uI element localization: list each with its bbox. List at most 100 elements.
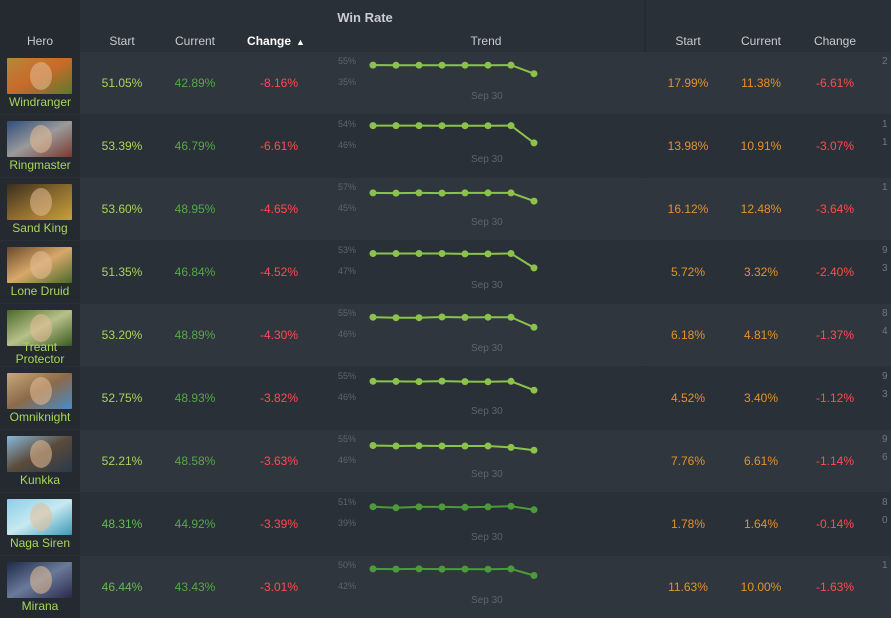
trend-point (369, 377, 377, 385)
treant-protector-portrait-icon[interactable] (7, 310, 72, 346)
hero-cell[interactable]: Lone Druid (0, 241, 80, 303)
trend-sparkline[interactable] (365, 115, 545, 155)
hero-cell[interactable]: Omniknight (0, 367, 80, 429)
trend-point (530, 70, 538, 78)
truncated-value-top: 9 (882, 371, 888, 382)
trend-sparkline[interactable] (365, 304, 545, 344)
trend-min-label: 46% (338, 329, 357, 339)
trend-point (484, 189, 492, 197)
table-row[interactable]: Treant Protector 53.20% 48.89% -4.30% 6.18% 4… (0, 304, 891, 366)
omniknight-portrait-icon[interactable] (7, 373, 72, 409)
pick-rate-change: -1.37% (815, 328, 855, 342)
trend-point (392, 122, 400, 130)
trend-max-label: 57% (338, 182, 357, 192)
trend-point (369, 442, 377, 449)
hero-name[interactable]: Naga Siren (9, 536, 71, 550)
trend-point (484, 503, 492, 511)
trend-date-label: Sep 30 (471, 595, 503, 606)
col-header-change-2[interactable]: Change (813, 34, 857, 48)
hero-name[interactable]: Sand King (12, 221, 68, 235)
trend-max-label: 55% (338, 371, 357, 381)
win-rate-change: -3.63% (259, 454, 299, 468)
trend-sparkline[interactable] (365, 430, 545, 470)
trend-point (392, 377, 400, 385)
hero-name[interactable]: Windranger (8, 95, 72, 109)
hero-name[interactable]: Omniknight (9, 410, 71, 424)
trend-point (461, 189, 469, 197)
pick-rate-start: 5.72% (670, 265, 706, 279)
trend-line (372, 64, 535, 75)
win-rate-current: 43.43% (174, 580, 216, 594)
pick-rate-change: -2.40% (815, 265, 855, 279)
win-rate-change: -3.39% (259, 517, 299, 531)
hero-cell[interactable]: Treant Protector (0, 304, 80, 366)
col-header-start-2[interactable]: Start (675, 34, 701, 48)
col-header-hero[interactable]: Hero (26, 34, 53, 48)
trend-point (438, 61, 446, 69)
trend-sparkline[interactable] (365, 493, 545, 533)
table-row[interactable]: Windranger 51.05% 42.89% -8.16% 17.99% 11.38%… (0, 52, 891, 114)
truncated-value-top: 1 (882, 182, 888, 193)
win-rate-current: 44.92% (174, 517, 216, 531)
trend-point (461, 442, 469, 450)
trend-point (484, 442, 492, 450)
trend-point (415, 122, 423, 130)
hero-name[interactable]: Mirana (21, 599, 59, 613)
col-header-change[interactable]: Change ▲ (236, 34, 316, 48)
trend-sparkline[interactable] (365, 367, 545, 407)
mirana-portrait-icon[interactable] (7, 562, 72, 598)
lone-druid-portrait-icon[interactable] (7, 247, 72, 283)
trend-sparkline[interactable] (365, 556, 545, 596)
windranger-portrait-icon[interactable] (7, 58, 72, 94)
win-rate-current: 42.89% (174, 76, 216, 90)
trend-sparkline[interactable] (365, 52, 545, 92)
trend-sparkline[interactable] (365, 178, 545, 218)
hero-name[interactable]: Ringmaster (9, 158, 71, 172)
trend-point (415, 378, 423, 386)
hero-cell[interactable]: Kunkka (0, 430, 80, 492)
win-rate-start: 53.39% (101, 139, 143, 153)
win-rate-current: 48.89% (174, 328, 216, 342)
table-row[interactable]: Sand King 53.60% 48.95% -4.65% 16.12% 12.48% -… (0, 178, 891, 240)
trend-line (372, 444, 535, 452)
trend-point (507, 377, 515, 385)
sand-king-portrait-icon[interactable] (7, 184, 72, 220)
trend-point (484, 122, 492, 130)
table-row[interactable]: Kunkka 52.21% 48.58% -3.63% 7.76% 6.61% -1.14%… (0, 430, 891, 492)
trend-point (507, 313, 515, 321)
trend-sparkline[interactable] (365, 241, 545, 281)
table-row[interactable]: Omniknight 52.75% 48.93% -3.82% 4.52% 3.40% -1… (0, 367, 891, 429)
hero-name[interactable]: Treant Protector (15, 340, 65, 366)
trend-point (392, 189, 400, 197)
trend-max-label: 54% (338, 119, 357, 129)
table-row[interactable]: Ringmaster 53.39% 46.79% -6.61% 13.98% 10.91%… (0, 115, 891, 177)
win-rate-start: 53.60% (101, 202, 143, 216)
col-header-trend[interactable]: Trend (470, 34, 502, 48)
trend-point (392, 565, 400, 573)
hero-cell[interactable]: Ringmaster (0, 115, 80, 177)
table-row[interactable]: Naga Siren 48.31% 44.92% -3.39% 1.78% 1.64% -0… (0, 493, 891, 555)
hero-name[interactable]: Kunkka (19, 473, 61, 487)
pick-rate-change: -3.64% (815, 202, 855, 216)
hero-cell[interactable]: Mirana (0, 556, 80, 618)
table-row[interactable]: Lone Druid 51.35% 46.84% -4.52% 5.72% 3.32% -2… (0, 241, 891, 303)
trend-max-label: 51% (338, 497, 357, 507)
naga-siren-portrait-icon[interactable] (7, 499, 72, 535)
col-header-current-2[interactable]: Current (740, 34, 781, 48)
col-header-current[interactable]: Current (174, 34, 215, 48)
trend-date-label: Sep 30 (471, 406, 503, 417)
trend-line (372, 505, 535, 511)
trend-point (415, 61, 423, 69)
win-rate-start: 52.75% (101, 391, 143, 405)
table-row[interactable]: Mirana 46.44% 43.43% -3.01% 11.63% 10.00% -1.6… (0, 556, 891, 618)
trend-point (415, 314, 423, 322)
hero-name[interactable]: Lone Druid (10, 284, 70, 298)
ringmaster-portrait-icon[interactable] (7, 121, 72, 157)
col-header-start[interactable]: Start (109, 34, 135, 48)
truncated-value-bottom: 6 (882, 452, 888, 463)
kunkka-portrait-icon[interactable] (7, 436, 72, 472)
trend-point (438, 313, 446, 321)
hero-cell[interactable]: Naga Siren (0, 493, 80, 555)
hero-cell[interactable]: Windranger (0, 52, 80, 114)
hero-cell[interactable]: Sand King (0, 178, 80, 240)
